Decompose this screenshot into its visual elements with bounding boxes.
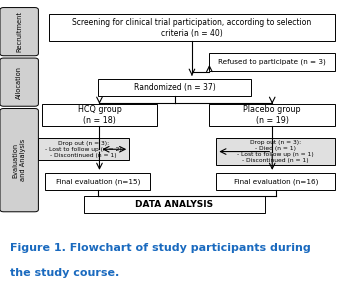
Text: Allocation: Allocation (16, 66, 22, 99)
FancyBboxPatch shape (216, 173, 335, 190)
Text: Final evaluation (n=16): Final evaluation (n=16) (233, 178, 318, 185)
Text: Drop out (n = 3):
- Died (n = 1)
- Lost to follow up (n = 1)
- Discontinued (n =: Drop out (n = 3): - Died (n = 1) - Lost … (237, 140, 314, 163)
Text: DATA ANALYSIS: DATA ANALYSIS (135, 200, 214, 209)
FancyBboxPatch shape (42, 104, 157, 126)
Text: Recruitment: Recruitment (16, 11, 22, 52)
Text: Randomized (n = 37): Randomized (n = 37) (134, 83, 215, 92)
FancyBboxPatch shape (98, 79, 251, 96)
Text: Evaluation
and Analysis: Evaluation and Analysis (13, 139, 26, 181)
FancyBboxPatch shape (84, 196, 265, 213)
FancyBboxPatch shape (209, 104, 335, 126)
FancyBboxPatch shape (38, 138, 129, 160)
Text: Placebo group
(n = 19): Placebo group (n = 19) (243, 105, 301, 125)
Text: Drop out (n = 3):
- Lost to follow up (n = 2)
- Discontinued (n = 1): Drop out (n = 3): - Lost to follow up (n… (45, 141, 122, 158)
FancyBboxPatch shape (216, 138, 335, 165)
FancyBboxPatch shape (49, 15, 335, 41)
FancyBboxPatch shape (209, 53, 335, 71)
Text: Refused to participate (n = 3): Refused to participate (n = 3) (218, 59, 326, 65)
FancyBboxPatch shape (0, 7, 38, 56)
Text: Figure 1. Flowchart of study participants during: Figure 1. Flowchart of study participant… (10, 243, 311, 253)
Text: Screening for clinical trial participation, according to selection
criteria (n =: Screening for clinical trial participati… (72, 18, 312, 38)
Text: Final evaluation (n=15): Final evaluation (n=15) (55, 178, 140, 185)
FancyBboxPatch shape (45, 173, 150, 190)
Text: the study course.: the study course. (10, 268, 120, 278)
FancyBboxPatch shape (0, 58, 38, 106)
Text: HCQ group
(n = 18): HCQ group (n = 18) (77, 105, 121, 125)
FancyBboxPatch shape (0, 108, 38, 212)
